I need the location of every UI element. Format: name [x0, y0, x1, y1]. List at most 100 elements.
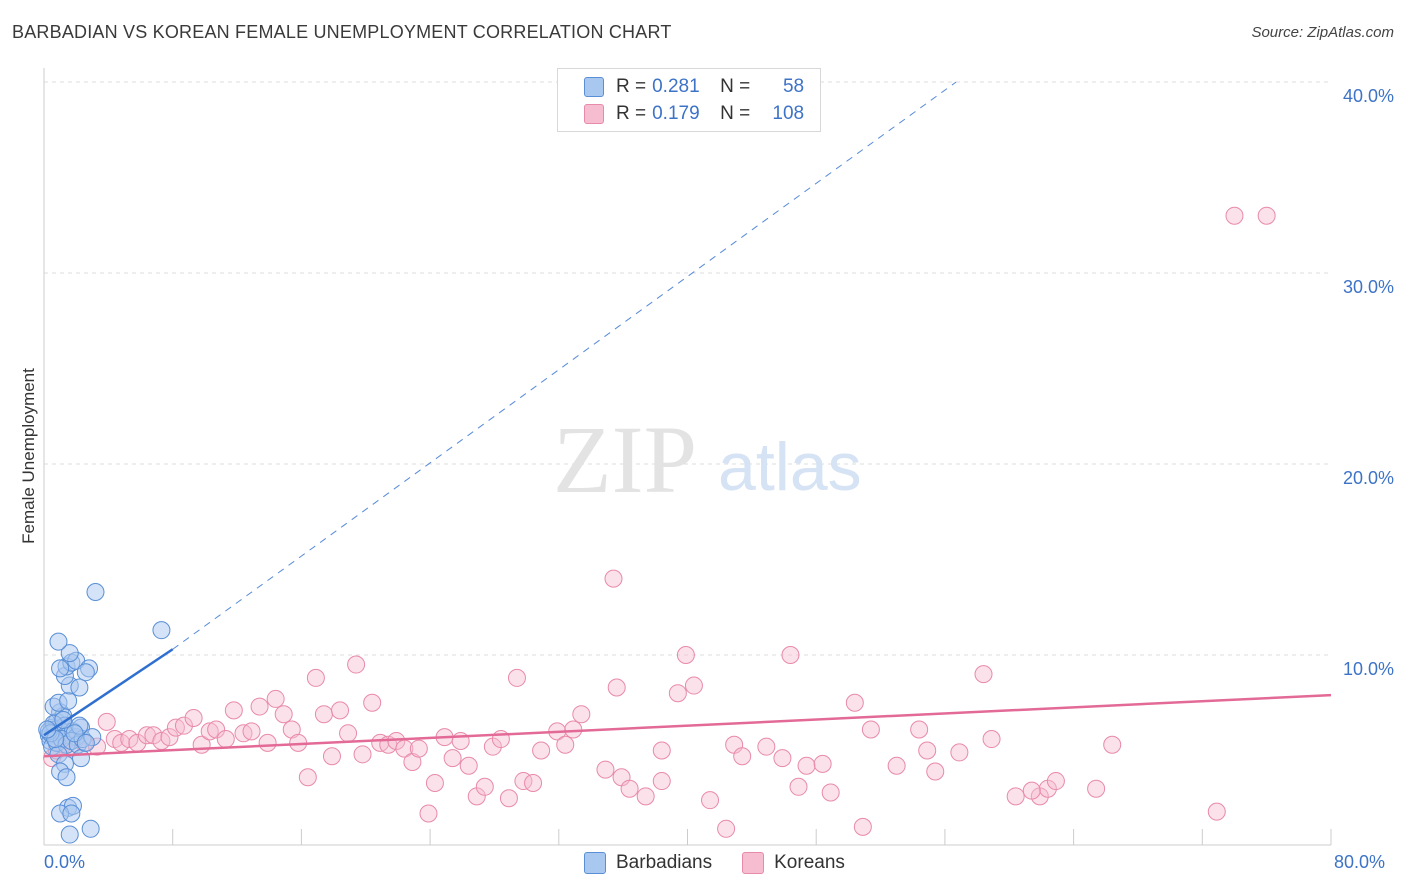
- y-axis-label: Female Unemployment: [19, 368, 38, 544]
- legend-row-koreans: R = 0.179 N = 108: [584, 101, 804, 127]
- r-label: R =: [616, 103, 647, 124]
- korean-point: [443, 749, 462, 768]
- korean-point: [322, 747, 341, 766]
- korean-point: [781, 646, 800, 664]
- korean-point: [652, 741, 671, 760]
- korean-point: [982, 730, 1001, 749]
- y-tick-label: 10.0%: [1342, 659, 1394, 679]
- korean-point: [821, 783, 840, 802]
- legend-item-barbadians[interactable]: Barbadians: [584, 852, 712, 874]
- barbadian-point: [60, 825, 79, 844]
- korean-points: [43, 206, 1276, 838]
- korean-point: [974, 665, 993, 684]
- korean-point: [1022, 781, 1041, 800]
- korean-point: [266, 689, 285, 708]
- korean-point: [887, 756, 906, 775]
- barbadian-point: [49, 632, 68, 651]
- korean-point: [507, 668, 526, 687]
- korean-point: [331, 701, 350, 720]
- barbadian-point: [38, 720, 57, 739]
- n-value: 108: [772, 103, 805, 124]
- korean-point: [184, 709, 203, 728]
- axes: [43, 68, 1332, 846]
- watermark-atlas: atlas: [718, 429, 862, 505]
- chart-title: BARBADIAN VS KOREAN FEMALE UNEMPLOYMENT …: [12, 22, 672, 42]
- korean-point: [813, 754, 832, 773]
- trend-lines: [43, 81, 1332, 758]
- korean-point: [1087, 779, 1106, 798]
- barbadian-swatch: [584, 852, 606, 874]
- korean-point: [918, 741, 937, 760]
- korean-point: [717, 819, 736, 838]
- korean-point: [1006, 787, 1025, 806]
- korean-point: [757, 737, 776, 756]
- korean-point: [620, 779, 639, 798]
- korean-point: [475, 777, 494, 796]
- legend-row-barbadians: R = 0.281 N = 58: [584, 74, 804, 100]
- barbadian-point: [59, 691, 78, 710]
- r-value: 0.281: [652, 76, 700, 97]
- korean-point: [652, 772, 671, 791]
- barbadian-point: [76, 733, 95, 752]
- korean-point: [596, 760, 615, 779]
- source-label: Source: ZipAtlas.com: [1251, 24, 1394, 41]
- korean-point: [200, 722, 219, 741]
- legend-item-koreans[interactable]: Koreans: [742, 852, 845, 874]
- y-tick-label: 20.0%: [1342, 468, 1394, 488]
- barbadian-point: [51, 659, 70, 678]
- barbadian-trend-extension: [172, 81, 957, 650]
- korean-point: [1207, 802, 1226, 821]
- legend-label: Koreans: [774, 852, 845, 873]
- korean-point: [684, 676, 703, 695]
- korean-point: [306, 668, 325, 687]
- y-tick-label: 30.0%: [1342, 277, 1394, 297]
- korean-point: [258, 733, 277, 752]
- korean-point: [274, 705, 293, 724]
- korean-point: [636, 787, 655, 806]
- barbadian-swatch: [584, 77, 604, 97]
- korean-point: [242, 722, 261, 741]
- korean-point: [353, 745, 372, 764]
- series-legend: Barbadians Koreans: [584, 852, 875, 874]
- korean-point: [910, 720, 929, 739]
- korean-swatch: [742, 852, 765, 874]
- korean-point: [339, 724, 358, 743]
- r-value: 0.179: [652, 103, 700, 124]
- korean-point: [1257, 206, 1276, 225]
- korean-point: [174, 716, 193, 735]
- korean-point: [160, 728, 179, 747]
- korean-point: [797, 756, 816, 775]
- barbadian-point: [70, 678, 89, 697]
- correlation-legend: R = 0.281 N = 58 R = 0.179 N = 108: [557, 68, 821, 132]
- x-tick-label: 0.0%: [44, 852, 86, 872]
- korean-point: [950, 743, 969, 762]
- watermark-zip: ZIP: [553, 406, 697, 513]
- korean-point: [524, 773, 543, 792]
- korean-point: [926, 762, 945, 781]
- korean-point: [314, 705, 333, 724]
- n-label: N =: [720, 76, 751, 97]
- y-tick-label: 40.0%: [1342, 86, 1394, 106]
- korean-point: [363, 693, 382, 712]
- korean-swatch: [584, 104, 604, 124]
- barbadian-point: [86, 582, 105, 601]
- korean-point: [607, 678, 626, 697]
- korean-point: [224, 701, 243, 720]
- r-label: R =: [616, 76, 647, 97]
- grid-lines: [44, 81, 1331, 656]
- korean-point: [572, 705, 591, 724]
- barbadian-trend-line: [43, 648, 174, 737]
- korean-point: [556, 735, 575, 754]
- korean-point: [425, 773, 444, 792]
- korean-point: [733, 747, 752, 766]
- korean-point: [1103, 735, 1122, 754]
- korean-point: [701, 791, 720, 810]
- korean-point: [773, 749, 792, 768]
- korean-point: [1046, 772, 1065, 791]
- barbadian-point: [152, 621, 171, 640]
- korean-trend-line: [43, 693, 1332, 758]
- korean-point: [459, 756, 478, 775]
- korean-point: [347, 655, 366, 674]
- korean-point: [250, 697, 269, 716]
- korean-point: [97, 712, 116, 731]
